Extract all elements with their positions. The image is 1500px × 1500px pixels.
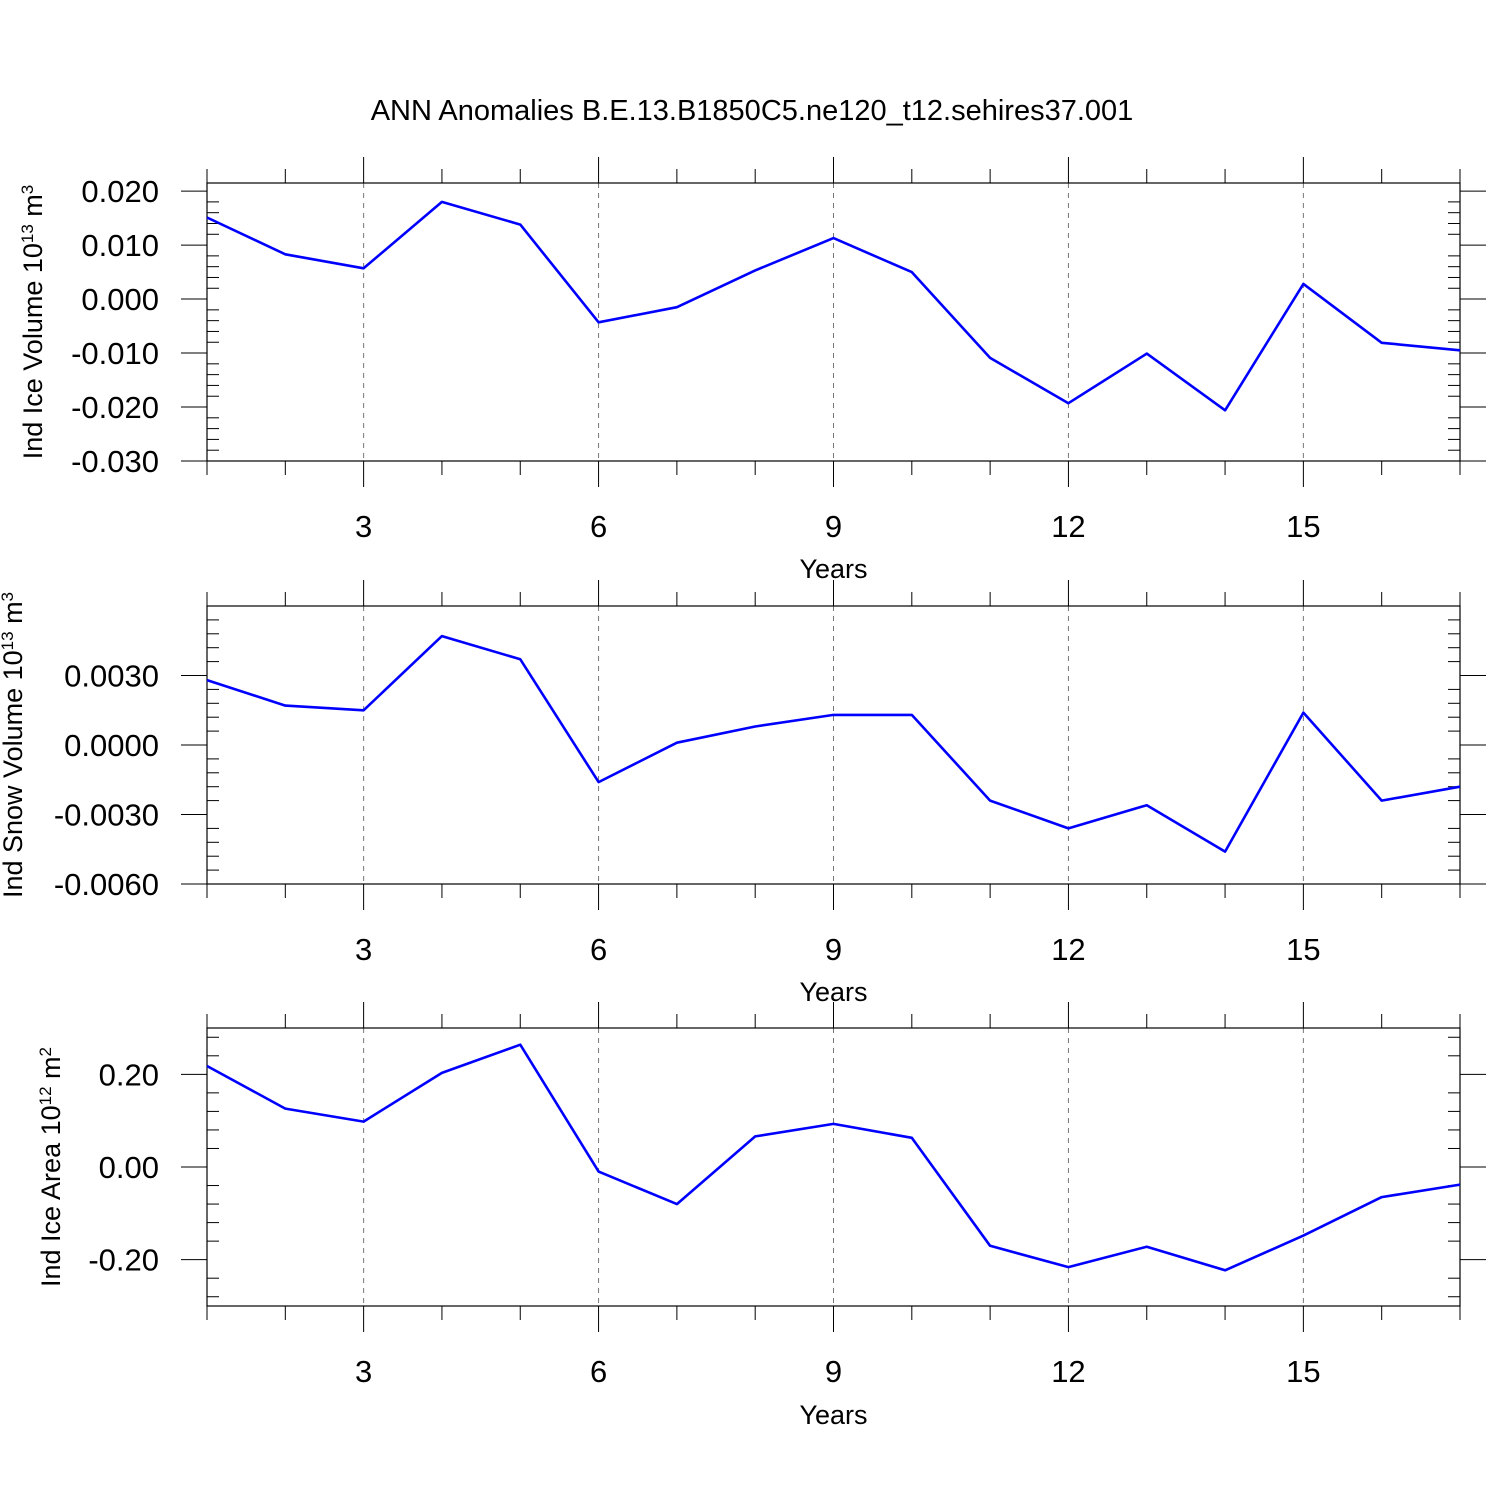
y-tick-label: 0.010 (81, 228, 159, 263)
x-tick-label: 15 (1286, 509, 1320, 544)
x-tick-label: 6 (590, 509, 607, 544)
x-tick-label: 6 (590, 932, 607, 967)
series-line (206, 1043, 1461, 1272)
y-tick-label: -0.030 (71, 444, 159, 479)
chart-panel-3: -0.20 0.00 0.20 3 6 9 12 15 Years Ind Ice Area 10… (36, 1002, 1486, 1430)
x-tick-label: 15 (1286, 1354, 1320, 1389)
y-tick-label: -0.0030 (54, 798, 159, 833)
y-axis-label: Ind Ice Area 1012 m2 (36, 1047, 67, 1287)
y-tick-label: -0.0060 (54, 867, 159, 902)
y-tick-label: 0.00 (99, 1150, 159, 1185)
chart-title: ANN Anomalies B.E.13.B1850C5.ne120_t12.s… (371, 95, 1134, 127)
x-tick-label: 9 (825, 509, 842, 544)
x-tick-label: 9 (825, 1354, 842, 1389)
x-tick-label: 9 (825, 932, 842, 967)
series-line (206, 200, 1461, 412)
y-tick-label: 0.0000 (64, 728, 159, 763)
y-tick-label: -0.020 (71, 390, 159, 425)
y-axis-label: Ind Snow Volume 1013 m3 (0, 592, 28, 898)
x-tick-label: 6 (590, 1354, 607, 1389)
y-tick-label: 0.020 (81, 174, 159, 209)
series-line (206, 634, 1461, 853)
y-axis-label: Ind Ice Volume 1013 m3 (18, 185, 49, 460)
y-tick-label: 0.000 (81, 282, 159, 317)
y-tick-label: 0.0030 (64, 659, 159, 694)
x-tick-label: 3 (355, 1354, 372, 1389)
x-tick-label: 12 (1051, 509, 1085, 544)
y-tick-label: -0.010 (71, 336, 159, 371)
x-tick-label: 12 (1051, 1354, 1085, 1389)
chart-panel-1: -0.030 -0.020 -0.010 0.000 0.010 0.020 3 6 9 12 15… (18, 157, 1486, 584)
y-tick-label: -0.20 (88, 1243, 159, 1278)
x-axis-label: Years (799, 1400, 867, 1430)
x-tick-label: 15 (1286, 932, 1320, 967)
x-axis-label: Years (799, 554, 867, 584)
x-tick-label: 3 (355, 932, 372, 967)
x-tick-label: 12 (1051, 932, 1085, 967)
x-tick-label: 3 (355, 509, 372, 544)
y-tick-label: 0.20 (99, 1057, 159, 1092)
